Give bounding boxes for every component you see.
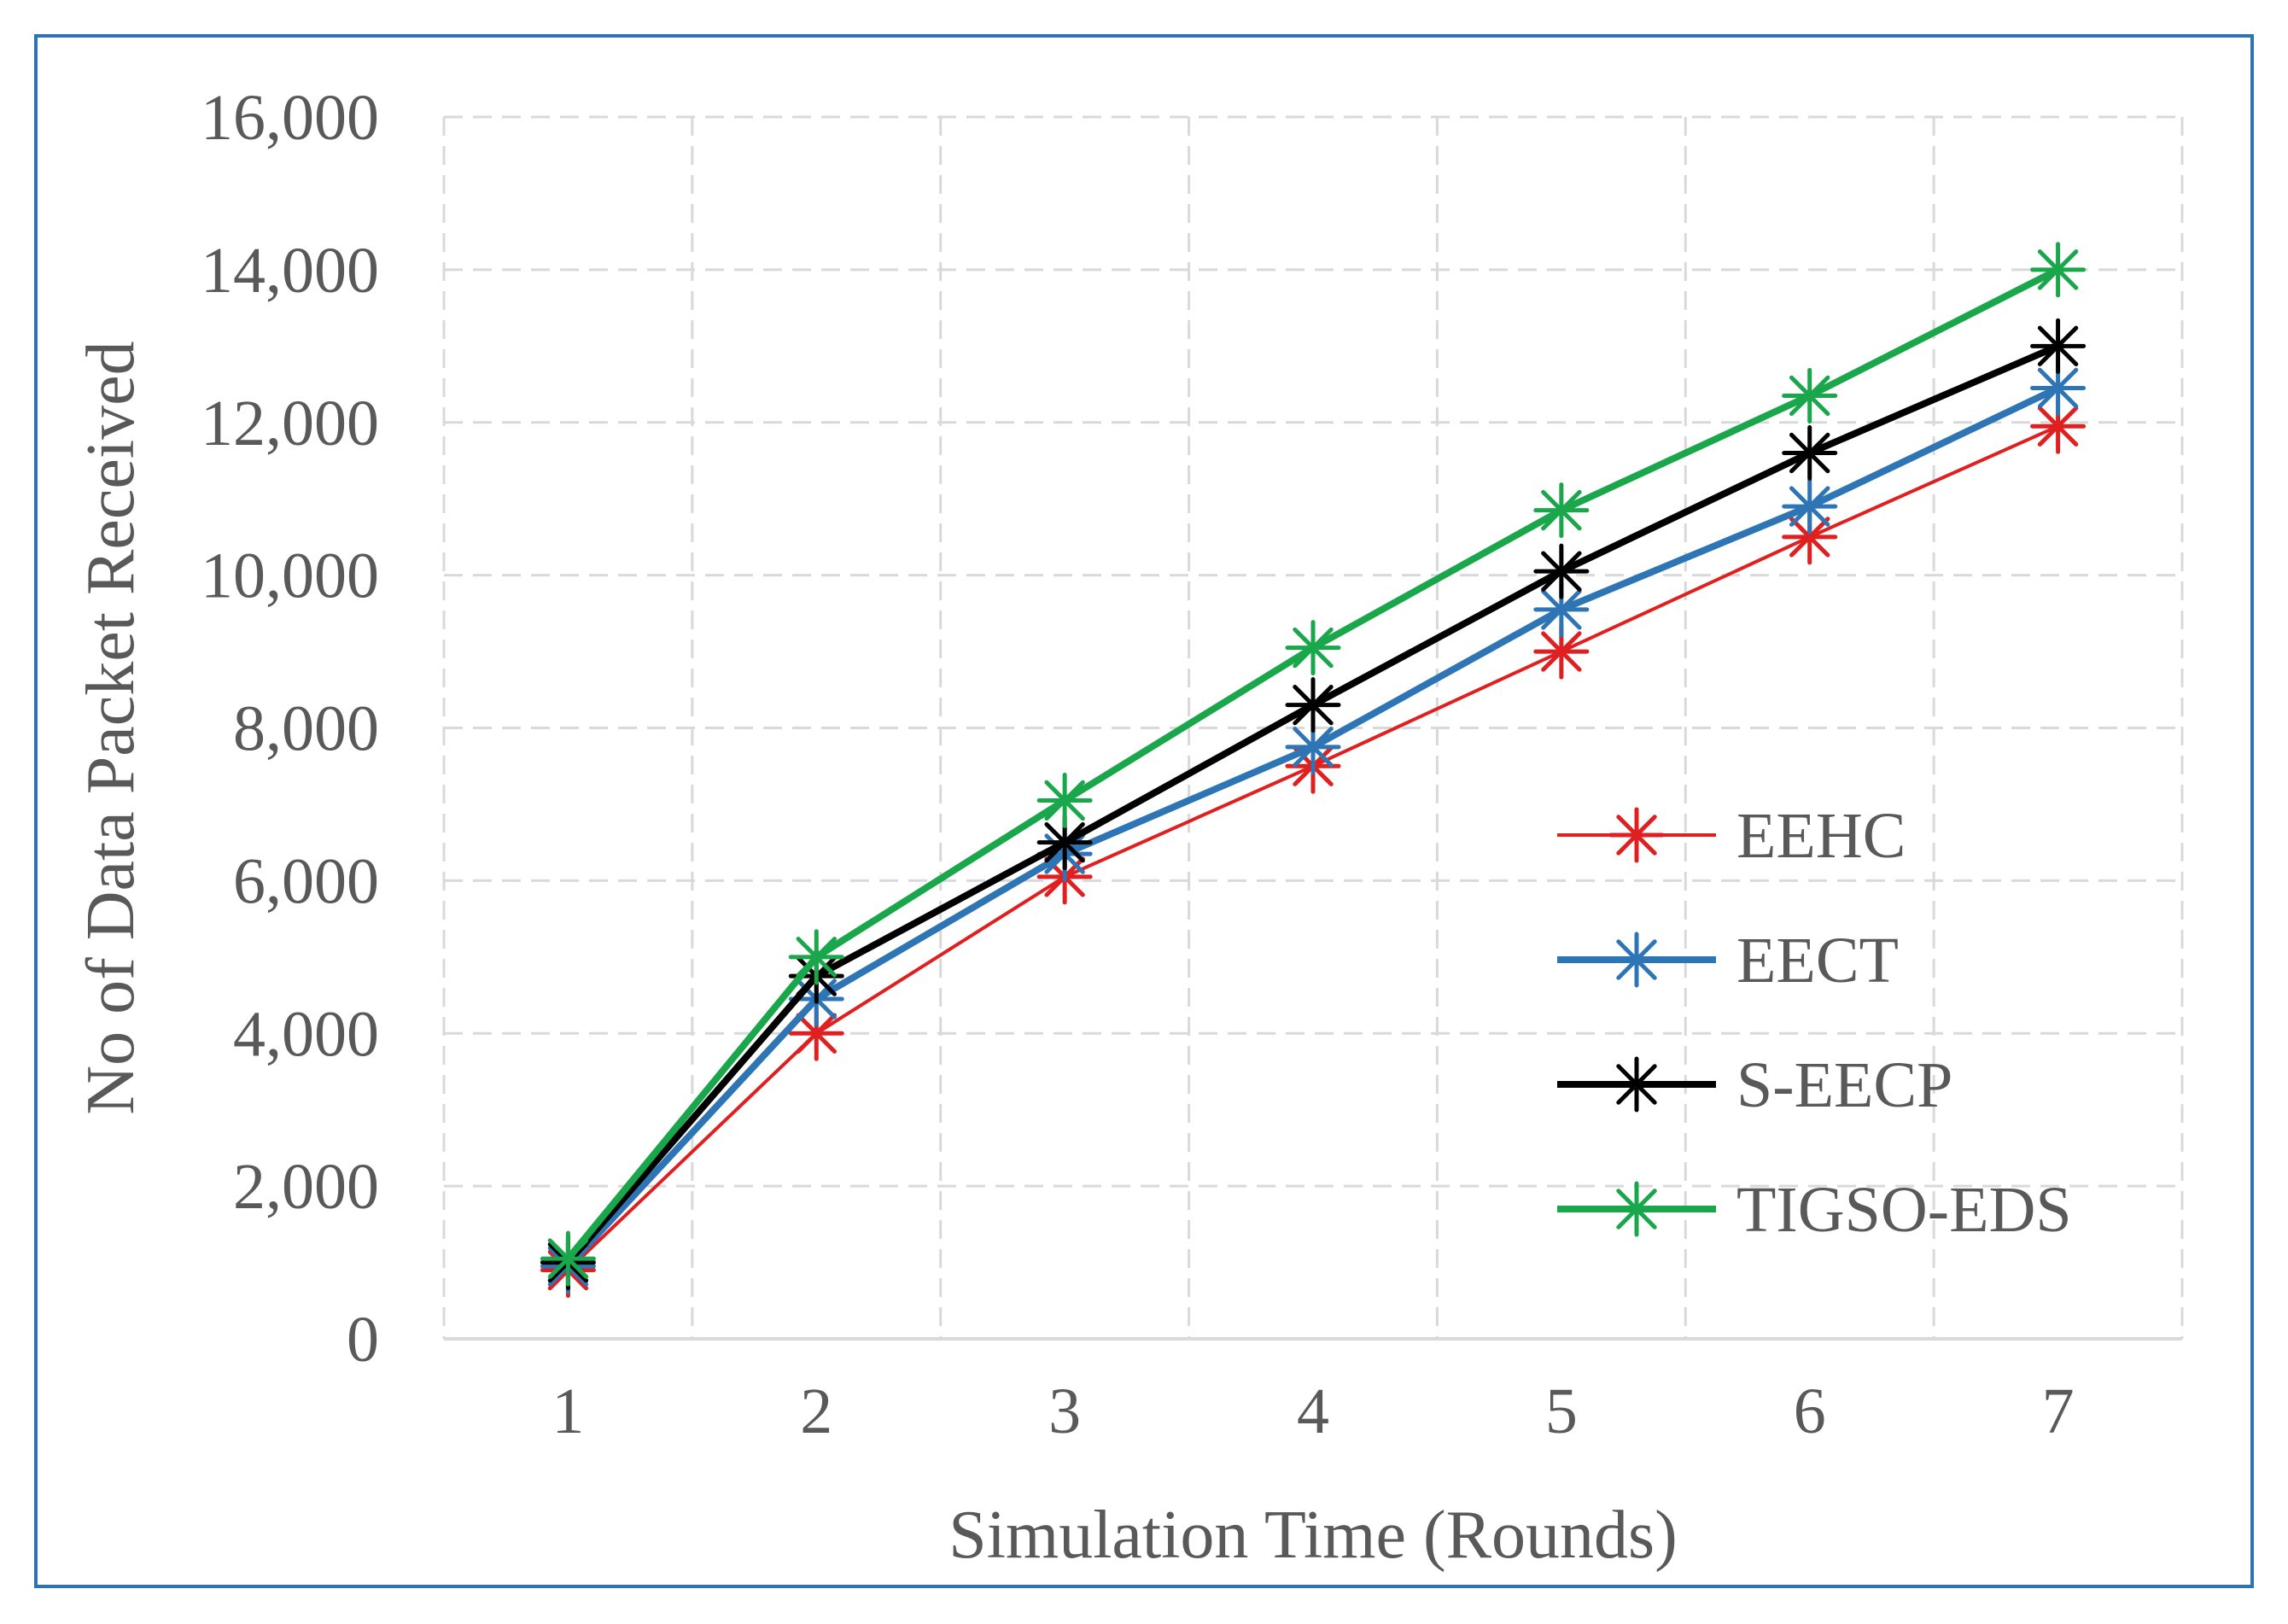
axis-layer: 0 2,000 4,000 6,000 8,000 10,000 12,000 14,000 1… [201,82,2182,1447]
legend-marker-s-eecp [1608,1056,1665,1113]
x-tick-label: 2 [800,1376,832,1447]
y-tick-label: 0 [347,1304,379,1376]
x-tick-label: 3 [1048,1376,1081,1447]
x-axis-title: Simulation Time (Rounds) [948,1498,1677,1573]
legend-label-tigso-eds: TIGSO-EDS [1736,1174,2072,1246]
data-point-eehc [1782,509,1838,565]
data-point-eehc [1533,623,1590,680]
x-tick-label: 7 [2042,1376,2075,1447]
data-point-tigso-eds [1285,620,1341,676]
y-tick-label: 12,000 [201,388,379,459]
x-tick-label: 4 [1297,1376,1329,1447]
legend-marker-eehc [1608,807,1665,863]
legend-label-s-eecp: S-EECP [1736,1049,1952,1121]
y-tick-label: 14,000 [201,235,379,307]
legend-label-eect: EECT [1736,925,1899,996]
data-point-tigso-eds [1036,772,1093,828]
y-tick-label: 10,000 [201,540,379,612]
data-point-s-eecp [1285,677,1341,733]
data-point-tigso-eds [1533,482,1590,539]
y-tick-label: 4,000 [233,998,379,1070]
y-tick-label: 2,000 [233,1151,379,1223]
data-point-s-eecp [2030,318,2087,374]
data-point-tigso-eds [788,929,844,985]
y-tick-label: 8,000 [233,693,379,765]
data-point-eect [1533,581,1590,638]
y-tick-label: 6,000 [233,845,379,917]
legend-label-eehc: EEHC [1736,800,1906,872]
x-tick-label: 5 [1545,1376,1578,1447]
data-point-s-eecp [1782,425,1838,482]
data-point-eect [1782,478,1838,535]
series-layer [540,242,2087,1299]
legend-item-s-eecp: S-EECP [1557,1049,1952,1121]
legend-item-tigso-eds: TIGSO-EDS [1557,1174,2072,1246]
data-point-tigso-eds [2030,242,2087,298]
line-chart: 0 2,000 4,000 6,000 8,000 10,000 12,000 14,000 1… [73,82,2184,1573]
data-point-s-eecp [1533,543,1590,599]
data-point-tigso-eds [1782,367,1838,424]
legend-item-eehc: EEHC [1557,800,1906,872]
data-point-tigso-eds [540,1230,596,1287]
y-axis-title: No of Data Packet Received [73,341,149,1114]
data-point-s-eecp [1036,815,1093,871]
grid-layer [442,115,2184,1339]
legend-layer: EEHC EECT S-EECP TIGSO-EDS [1557,800,2072,1246]
chart-frame: 0 2,000 4,000 6,000 8,000 10,000 12,000 14,000 1… [34,34,2254,1588]
x-tick-label: 1 [552,1376,584,1447]
x-tick-label: 6 [1794,1376,1826,1447]
y-tick-label: 16,000 [201,82,379,154]
legend-marker-tigso-eds [1608,1181,1665,1237]
legend-item-eect: EECT [1557,925,1899,996]
legend-marker-eect [1608,932,1665,988]
